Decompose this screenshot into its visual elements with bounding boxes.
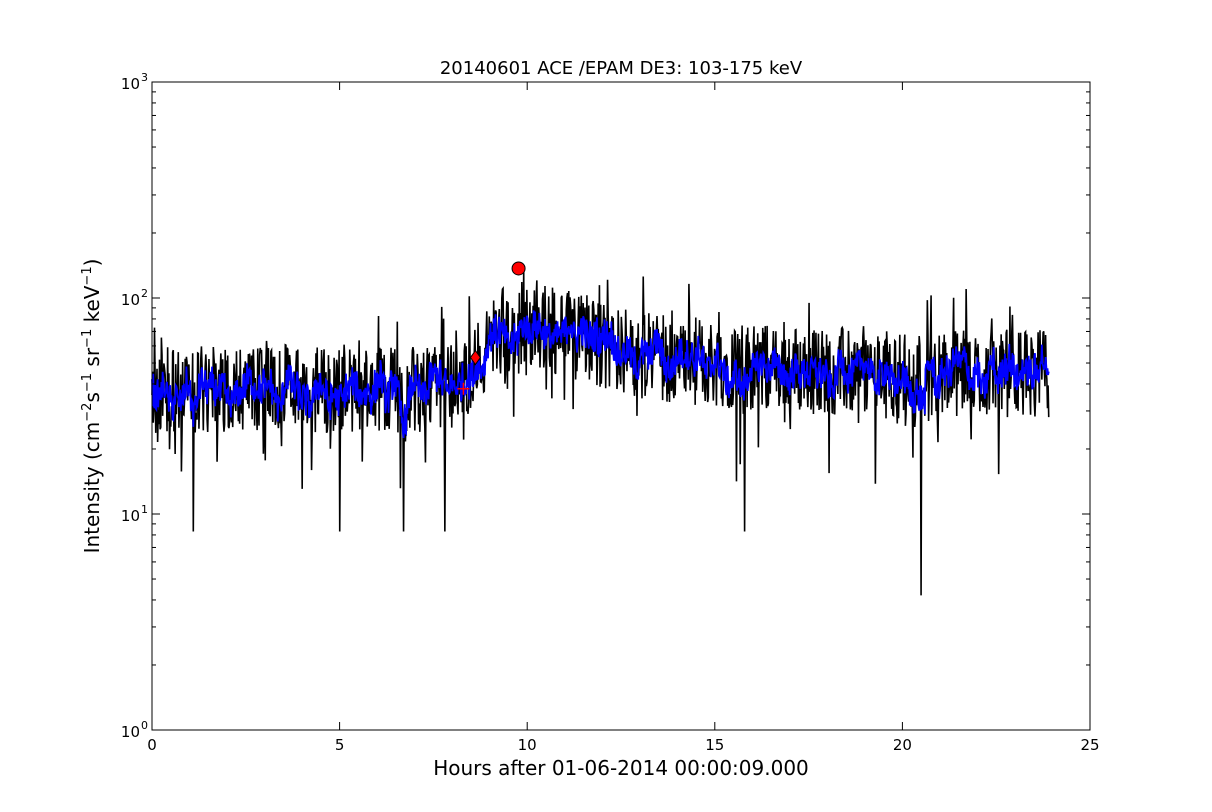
start-marker-plus [457, 382, 470, 395]
axes-frame [151, 81, 1091, 731]
chart-title: 20140601 ACE /EPAM DE3: 103-175 keV [440, 58, 803, 79]
y-tick-label-exp: 1 [141, 503, 148, 516]
x-tick-label: 15 [705, 736, 724, 754]
x-tick-label: 25 [1080, 736, 1099, 754]
y-tick-label-exp: 2 [141, 287, 148, 300]
onset-marker-diamond [469, 349, 482, 366]
x-tick-label: 20 [893, 736, 912, 754]
smoothed-intensity-line [151, 310, 1050, 439]
y-tick-label-base: 10 [121, 507, 140, 525]
y-tick-label: 10 1 [121, 503, 148, 525]
y-tick-label-exp: 3 [141, 71, 148, 84]
plot-area [151, 81, 1091, 731]
y-tick-label-base: 10 [121, 723, 140, 741]
x-axis-label: Hours after 01-06-2014 00:00:09.000 [433, 756, 809, 780]
y-tick-label: 10 2 [121, 287, 148, 309]
x-tick-label: 0 [147, 736, 157, 754]
y-tick-label-exp: 0 [141, 719, 148, 732]
y-tick-label: 10 3 [121, 71, 148, 93]
y-tick-label-base: 10 [121, 291, 140, 309]
y-tick-label-base: 10 [121, 75, 140, 93]
y-tick-label: 10 0 [121, 719, 148, 741]
axis-ticks [151, 81, 1091, 731]
y-axis-label: Intensity (cm−2s−1 sr−1 keV−1) [80, 259, 104, 554]
series-smoothed [151, 310, 1050, 439]
peak-marker-circle [511, 261, 526, 276]
x-tick-label: 5 [335, 736, 345, 754]
event-markers [457, 261, 526, 395]
x-tick-label: 10 [518, 736, 537, 754]
x-tick-labels: 0 5 10 15 20 25 [147, 736, 1099, 754]
